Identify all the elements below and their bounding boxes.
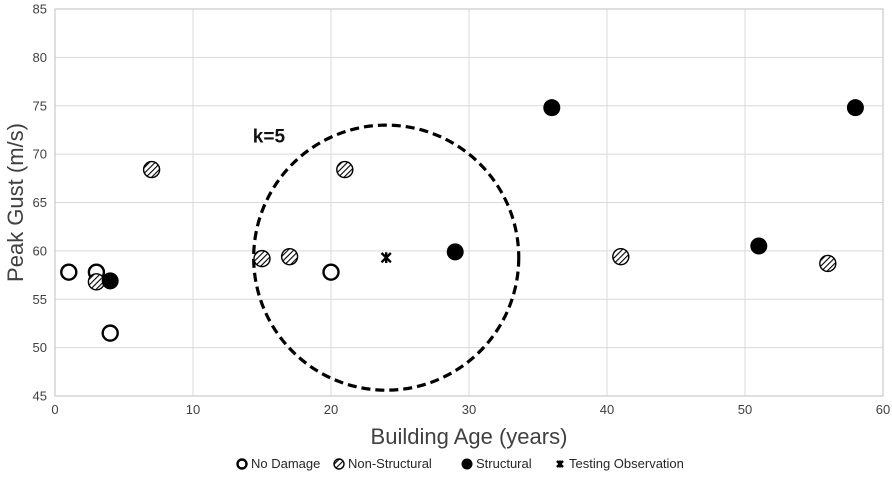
structural-point xyxy=(543,99,561,117)
x-tick-label: 10 xyxy=(186,402,200,417)
y-tick-label: 75 xyxy=(33,98,47,113)
legend-no-damage-marker xyxy=(236,458,248,470)
legend-non-structural-marker xyxy=(333,458,345,470)
data-points xyxy=(60,99,864,342)
x-tick-label: 20 xyxy=(324,402,338,417)
x-tick-label: 0 xyxy=(51,402,58,417)
non-structural-point xyxy=(336,160,354,179)
legend-structural-marker xyxy=(461,458,473,470)
legend-testing-observation-label: Testing Observation xyxy=(569,456,684,471)
y-tick-label: 50 xyxy=(33,340,47,355)
x-tick-label: 30 xyxy=(462,402,476,417)
y-tick-label: 70 xyxy=(33,147,47,162)
x-axis-title: Building Age (years) xyxy=(371,424,568,449)
non-structural-point xyxy=(142,160,161,179)
no-damage-point xyxy=(322,263,340,281)
x-tick-label: 50 xyxy=(738,402,752,417)
legend-testing-observation-marker xyxy=(556,460,564,468)
annotation-label: k=5 xyxy=(253,127,286,148)
legend: No Damage Non-Structural Structural Testing… xyxy=(236,456,684,471)
neighborhood-circle xyxy=(252,123,521,392)
no-damage-point xyxy=(101,324,119,342)
y-axis-title: Peak Gust (m/s) xyxy=(3,123,28,282)
y-tick-label: 45 xyxy=(33,389,47,404)
y-tick-label: 55 xyxy=(33,292,47,307)
y-tick-label: 65 xyxy=(33,195,47,210)
structural-point xyxy=(846,99,864,117)
structural-point xyxy=(446,243,464,261)
labels: k=5 xyxy=(253,127,286,148)
x-tick-label: 60 xyxy=(876,402,890,417)
non-structural-point xyxy=(819,254,837,273)
axes: 0 10 20 30 40 50 60 45 50 55 60 65 70 75 80 85 Building … xyxy=(3,2,890,450)
structural-point xyxy=(750,237,768,255)
gridlines xyxy=(54,8,884,397)
neighborhood-circle-layer xyxy=(252,123,521,392)
structural-point xyxy=(101,272,119,290)
x-tick-label: 40 xyxy=(600,402,614,417)
plot-area xyxy=(54,8,884,397)
testing-observation-point xyxy=(380,252,392,264)
non-structural-point xyxy=(253,249,271,268)
non-structural-point xyxy=(280,247,299,266)
non-structural-point xyxy=(612,247,630,266)
legend-structural-label: Structural xyxy=(476,456,532,471)
y-tick-label: 85 xyxy=(33,2,47,17)
legend-non-structural-label: Non-Structural xyxy=(348,456,432,471)
no-damage-point xyxy=(60,263,78,281)
legend-no-damage-label: No Damage xyxy=(251,456,320,471)
y-tick-label: 80 xyxy=(33,50,47,65)
y-tick-label: 60 xyxy=(33,243,47,258)
